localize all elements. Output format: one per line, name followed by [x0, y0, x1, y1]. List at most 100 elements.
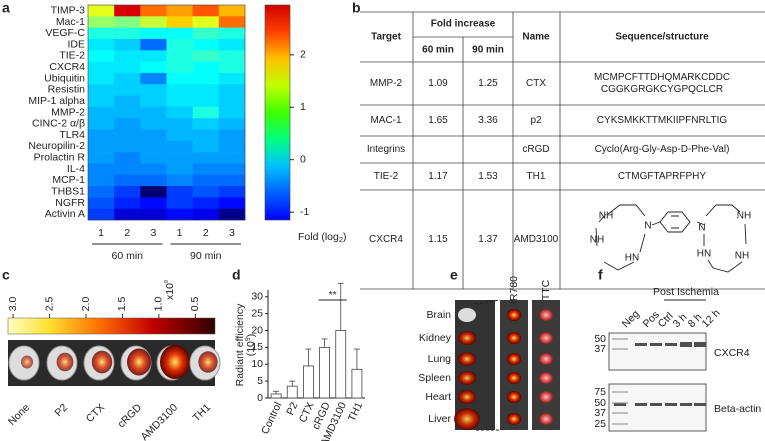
heatmap-cell [218, 50, 246, 62]
organ [458, 371, 476, 385]
table-cell: 1.37 [478, 234, 498, 245]
y-axis-label: ) [245, 334, 257, 338]
row-label: Prolactin R [34, 152, 86, 164]
heatmap-cell [88, 140, 115, 153]
heatmap-cell [88, 61, 115, 74]
heatmap-cell [166, 129, 193, 142]
colorbar-tick-label: 0.5 [189, 297, 201, 312]
organ [458, 390, 476, 404]
heatmap-cell [114, 129, 141, 142]
structure-atom: NH [737, 211, 751, 222]
heatmap-cell [218, 197, 246, 209]
lane-label: 12 h [700, 307, 723, 330]
colorbar-scale: 9 [164, 280, 170, 283]
table-header: Sequence/structure [615, 32, 709, 43]
bar [351, 368, 363, 399]
column-label: IR780 [508, 276, 520, 304]
heatmap-cell [114, 61, 141, 74]
colorbar-tick-label: 2 [300, 49, 306, 61]
structure-atom: NH [590, 235, 604, 246]
structure-atom: HN [625, 253, 639, 264]
heatmap-cell [114, 5, 141, 17]
structure-atom: NH [599, 211, 613, 222]
signal [198, 351, 218, 373]
organ-label: Lung [428, 353, 452, 365]
heatmap-cell [218, 84, 246, 96]
marker-label: 50 [594, 333, 606, 345]
heatmap-cell [88, 106, 115, 119]
heatmap-cell [218, 152, 246, 164]
signal [56, 352, 74, 372]
heatmap-cell [218, 129, 246, 142]
heatmap-cell [192, 27, 220, 40]
column-label: 1 [98, 227, 104, 239]
table-cell: AMD3100 [514, 234, 559, 245]
heatmap-cell [166, 163, 193, 176]
heatmap-cell [192, 5, 220, 17]
band [665, 403, 677, 406]
structure-atom: N [644, 221, 651, 232]
heatmap-cell [192, 197, 220, 209]
heatmap-cell [166, 16, 193, 28]
heatmap-cell [166, 27, 193, 40]
heatmap-cell [140, 174, 167, 187]
row-label: Activin A [45, 208, 85, 220]
marker-label: 37 [594, 343, 606, 355]
column-label: 2 [124, 227, 130, 239]
heatmap-frame [87, 4, 246, 221]
heatmap-cell [192, 186, 220, 198]
band [635, 343, 647, 346]
group-label: AMD3100 [139, 401, 181, 441]
heatmap-cell [88, 174, 115, 187]
table-cell: 1.09 [428, 78, 448, 89]
heatmap-cell [166, 208, 193, 221]
heatmap-cell [218, 16, 246, 28]
y-axis-label: (109) [245, 334, 257, 357]
y-tick-label: 20 [251, 324, 263, 336]
organ [507, 413, 521, 425]
heatmap-cell [218, 5, 246, 17]
heatmap-cell [88, 152, 115, 164]
heatmap-cell [114, 140, 141, 153]
table-cell: 3.36 [478, 115, 498, 126]
marker-label: 75 [594, 386, 606, 398]
heatmap-cell [140, 5, 167, 17]
panel-label: c [2, 267, 10, 283]
heatmap-cell [166, 50, 193, 62]
heatmap-cell [114, 16, 141, 28]
colorbar-tick-label: 1.0 [153, 297, 165, 312]
row-label: MIP-1 alpha [28, 95, 85, 107]
organ [507, 332, 521, 344]
row-label: Neuropilin-2 [28, 140, 85, 152]
heatmap-cell [192, 140, 220, 153]
image-background [455, 300, 495, 430]
organ [507, 391, 521, 403]
colorbar [7, 317, 216, 335]
significance-label: ** [329, 289, 337, 301]
column-label: 3 [229, 227, 235, 239]
heatmap-cell [192, 16, 220, 28]
lane-label: Neg [620, 308, 642, 330]
organ [539, 353, 553, 365]
organ [507, 309, 521, 321]
row-label: Resistin [48, 84, 86, 96]
heatmap-cell [88, 163, 115, 176]
table-cell: Cyclo(Arg-Gly-Asp-D-Phe-Val) [595, 144, 730, 155]
structure-bond [595, 204, 646, 271]
column-label: 3 [150, 227, 156, 239]
heatmap-cell [114, 84, 141, 96]
panel-label: f [598, 267, 603, 283]
colorbar-scale: x10 [164, 283, 176, 300]
structure-atom: N [698, 223, 705, 234]
y-tick-label: 10 [251, 358, 263, 370]
table-cell: p2 [530, 115, 542, 126]
signal [21, 355, 33, 369]
heatmap-cell [166, 197, 193, 209]
marker-label: 37 [594, 407, 606, 419]
group-label: 90 min [190, 250, 222, 262]
signal [160, 345, 190, 379]
heatmap-cell [88, 5, 115, 17]
band [650, 403, 662, 406]
table-cell: 1.25 [478, 78, 498, 89]
